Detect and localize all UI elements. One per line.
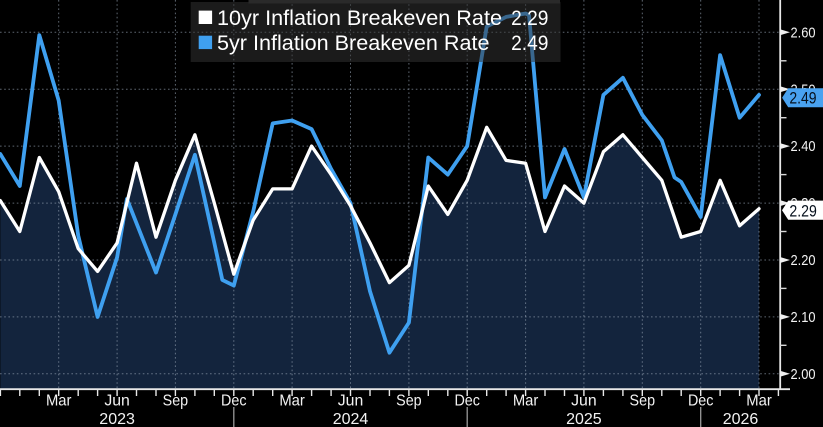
svg-text:Dec: Dec bbox=[688, 393, 714, 410]
svg-text:5yr Inflation Breakeven Rate: 5yr Inflation Breakeven Rate bbox=[217, 32, 490, 55]
svg-text:2.29: 2.29 bbox=[789, 202, 817, 220]
svg-text:2.10: 2.10 bbox=[791, 310, 816, 326]
svg-text:2.20: 2.20 bbox=[791, 253, 816, 269]
svg-text:Jun: Jun bbox=[571, 393, 597, 410]
svg-text:2.49: 2.49 bbox=[511, 32, 548, 55]
svg-text:Mar: Mar bbox=[513, 393, 539, 410]
svg-text:2.29: 2.29 bbox=[511, 7, 548, 30]
svg-text:Dec: Dec bbox=[454, 393, 480, 410]
svg-text:2.00: 2.00 bbox=[791, 367, 816, 383]
svg-text:2026: 2026 bbox=[723, 411, 759, 427]
svg-text:2024: 2024 bbox=[333, 411, 369, 427]
svg-text:10yr Inflation Breakeven Rate: 10yr Inflation Breakeven Rate bbox=[217, 7, 502, 30]
svg-text:Mar: Mar bbox=[279, 393, 305, 410]
svg-text:2023: 2023 bbox=[99, 411, 135, 427]
svg-text:Dec: Dec bbox=[221, 393, 247, 410]
svg-text:Jun: Jun bbox=[338, 393, 364, 410]
svg-text:2.40: 2.40 bbox=[791, 139, 816, 155]
svg-text:Sep: Sep bbox=[163, 393, 189, 410]
svg-text:2.60: 2.60 bbox=[791, 25, 816, 41]
svg-text:Mar: Mar bbox=[746, 393, 772, 410]
svg-text:2025: 2025 bbox=[566, 411, 602, 427]
svg-text:Mar: Mar bbox=[46, 393, 72, 410]
svg-text:Sep: Sep bbox=[396, 393, 422, 410]
svg-text:Sep: Sep bbox=[630, 393, 656, 410]
svg-text:2.49: 2.49 bbox=[789, 90, 816, 108]
svg-text:Jun: Jun bbox=[104, 393, 130, 410]
